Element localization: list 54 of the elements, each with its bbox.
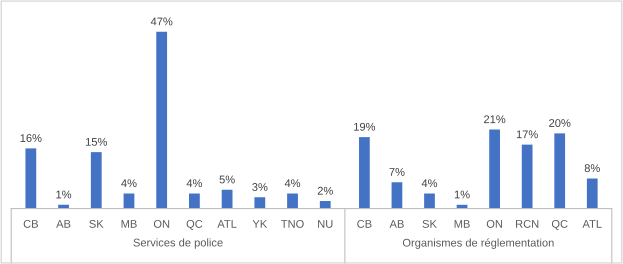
x-tick-label: AB bbox=[56, 220, 70, 228]
data-label: 19% bbox=[354, 122, 376, 131]
x-tick-label: MB bbox=[122, 220, 137, 228]
data-label: 1% bbox=[454, 190, 470, 198]
data-label: 5% bbox=[220, 176, 235, 184]
bar bbox=[424, 194, 435, 209]
data-label: 7% bbox=[389, 168, 405, 176]
bar bbox=[522, 144, 533, 209]
data-label: 4% bbox=[284, 179, 300, 188]
x-tick-label: RCN bbox=[516, 220, 538, 228]
x-tick-label: TNO bbox=[281, 220, 304, 228]
data-label: 8% bbox=[584, 164, 600, 172]
data-label: 4% bbox=[186, 179, 202, 188]
bar bbox=[25, 148, 36, 209]
bar bbox=[222, 190, 233, 209]
x-tick-label: ATL bbox=[217, 220, 237, 228]
bar bbox=[90, 152, 102, 209]
bar bbox=[189, 194, 200, 209]
x-tick-label: YK bbox=[252, 220, 268, 228]
bar bbox=[254, 197, 266, 209]
data-label: 21% bbox=[484, 115, 506, 124]
bar bbox=[287, 194, 298, 209]
x-axis-title: Services de police bbox=[133, 238, 223, 249]
x-tick-label: CB bbox=[24, 220, 38, 228]
data-label: 47% bbox=[150, 18, 172, 26]
x-tick-label: AB bbox=[390, 220, 404, 228]
x-axis-title: Organismes de réglementation bbox=[402, 238, 554, 249]
bar bbox=[554, 133, 566, 209]
data-label: 4% bbox=[121, 179, 137, 188]
data-label: 3% bbox=[252, 183, 268, 191]
x-tick-label: SK bbox=[422, 220, 437, 228]
x-tick-label: QC bbox=[186, 220, 202, 230]
x-tick-label: ATL bbox=[582, 220, 602, 228]
x-tick-label: SK bbox=[89, 220, 104, 228]
bar bbox=[156, 32, 168, 209]
bar bbox=[392, 182, 402, 209]
x-tick-label: ON bbox=[154, 220, 170, 228]
x-tick-label: NU bbox=[318, 220, 332, 228]
x-tick-label: CB bbox=[357, 220, 372, 228]
data-label: 4% bbox=[422, 179, 438, 188]
data-label: 2% bbox=[318, 186, 333, 195]
x-tick-label: ON bbox=[486, 220, 502, 228]
data-label: 16% bbox=[20, 134, 42, 142]
data-label: 17% bbox=[516, 130, 538, 138]
data-label: 1% bbox=[56, 190, 72, 198]
bar bbox=[124, 194, 134, 209]
data-label: 20% bbox=[549, 119, 570, 127]
x-tick-label: QC bbox=[552, 220, 568, 230]
data-label: 15% bbox=[86, 138, 107, 146]
x-tick-label: MB bbox=[454, 220, 470, 228]
bar bbox=[489, 130, 500, 209]
bar bbox=[586, 178, 598, 209]
bar bbox=[359, 137, 370, 209]
bar bbox=[320, 201, 331, 209]
